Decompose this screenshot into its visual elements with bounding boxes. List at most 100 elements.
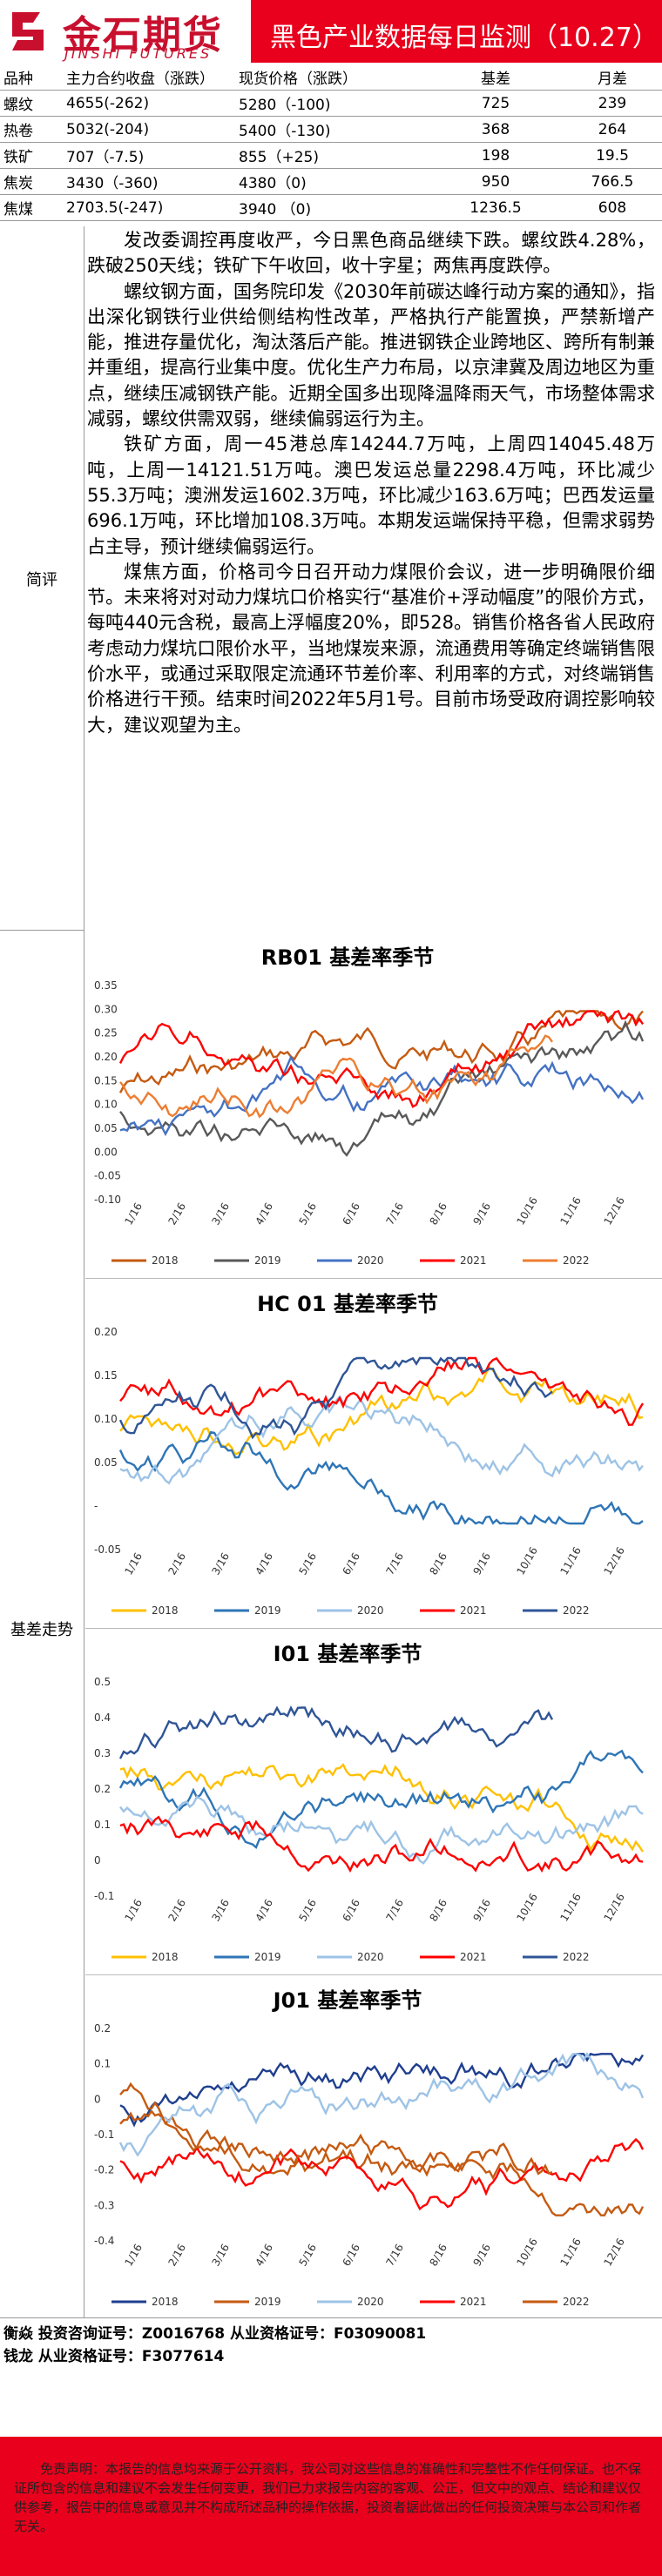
series-line <box>118 1749 644 1849</box>
x-tick-label: 4/16 <box>253 1897 275 1923</box>
x-tick-label: 11/16 <box>557 1195 583 1227</box>
x-tick-label: 9/16 <box>470 2242 493 2268</box>
x-tick-label: 7/16 <box>383 2242 406 2268</box>
x-tick-label: 6/16 <box>340 1201 362 1227</box>
table-cell: 368 <box>429 116 563 143</box>
series-line <box>118 1430 644 1525</box>
y-tick-label: -0.3 <box>94 2199 114 2211</box>
table-cell: 焦炭 <box>0 168 63 195</box>
x-tick-label: 7/16 <box>383 1897 406 1923</box>
logo-chinese-name: 金石期货 <box>63 13 223 57</box>
series-line <box>119 1366 644 1456</box>
report-title: 黑色产业数据每日监测（10.27） <box>270 23 659 53</box>
x-tick-label: 2/16 <box>166 2242 188 2268</box>
legend-label: 2019 <box>254 1951 281 1963</box>
logo-english-name: JINSHI FUTURES <box>64 45 213 62</box>
table-cell: 3430（-360) <box>63 168 235 195</box>
table-cell: 热卷 <box>0 116 63 143</box>
x-tick-label: 10/16 <box>514 2236 539 2269</box>
x-tick-label: 9/16 <box>470 1897 493 1923</box>
series-line <box>119 2109 645 2216</box>
series-line <box>119 1034 553 1119</box>
x-tick-label: 8/16 <box>427 1201 449 1227</box>
legend-label: 2022 <box>563 1254 590 1267</box>
series-line <box>119 2137 645 2211</box>
table-cell: 4380（0) <box>235 168 429 195</box>
y-tick-label: 0.05 <box>94 1456 118 1469</box>
y-tick-label: 0.25 <box>94 1027 118 1039</box>
commentary-paragraph: 煤焦方面，价格司今日召开动力煤限价会议，进一步明确限价细节。未来将对对动力煤坑口… <box>87 561 655 736</box>
legend-label: 2020 <box>357 1951 384 1963</box>
table-cell: 950 <box>429 168 563 195</box>
y-tick-label: -0.10 <box>94 1194 121 1206</box>
legend-label: 2018 <box>152 1604 179 1617</box>
x-tick-label: 6/16 <box>340 2242 362 2268</box>
x-tick-label: 11/16 <box>557 1545 583 1577</box>
x-tick-label: 5/16 <box>296 1201 319 1227</box>
series-line <box>118 2052 645 2157</box>
legend-label: 2019 <box>254 1604 281 1617</box>
table-cell: 725 <box>429 90 563 117</box>
y-tick-label: 0.1 <box>94 1819 111 1831</box>
x-tick-label: 12/16 <box>601 1892 626 1924</box>
chart-title: HC 01 基差率季节 <box>257 1292 438 1316</box>
column-header: 现货价格（涨跌） <box>235 64 429 91</box>
legend-label: 2021 <box>460 2296 487 2308</box>
y-tick-label: 0.15 <box>94 1369 118 1382</box>
commentary-paragraph: 铁矿方面，周一45港总库14244.7万吨，上周四14045.48万吨，上周一1… <box>87 434 655 557</box>
x-tick-label: 11/16 <box>557 2236 583 2269</box>
series-line <box>119 1763 644 1853</box>
x-tick-label: 3/16 <box>209 1201 232 1227</box>
chart-hc01: HC 01 基差率季节 0.20 0.15 0.10 0.05 - -0.05 1/16 2/1… <box>85 1280 662 1626</box>
table-cell: 766.5 <box>563 168 662 195</box>
chart-title: J01 基差率季节 <box>272 1988 422 2013</box>
x-tick-label: 3/16 <box>209 2242 232 2268</box>
legend-label: 2022 <box>563 1951 590 1963</box>
y-tick-label: -0.2 <box>94 2164 114 2176</box>
commentary-text: 发改委调控再度收严，今日黑色商品继续下跌。螺纹跌4.28%，跌破250天线；铁矿… <box>87 228 655 738</box>
table-cell: 1236.5 <box>429 194 563 221</box>
x-tick-label: 5/16 <box>296 2242 319 2268</box>
y-tick-label: 0.2 <box>94 1783 111 1795</box>
y-tick-label: 0.4 <box>94 1712 111 1724</box>
y-tick-label: 0.15 <box>94 1074 118 1086</box>
table-row: 热卷 5032(-204) 5400（-130) 368 264 <box>0 116 662 143</box>
x-tick-label: 9/16 <box>470 1201 493 1227</box>
x-tick-label: 10/16 <box>514 1195 539 1227</box>
legend-label: 2018 <box>152 1254 179 1267</box>
x-tick-label: 4/16 <box>253 2242 275 2268</box>
y-tick-label: 0.10 <box>94 1099 118 1111</box>
series-line <box>119 1356 645 1426</box>
y-tick-label: 0.1 <box>94 2058 111 2070</box>
commentary-label-cell: 简评 <box>0 226 84 931</box>
chart-j01: J01 基差率季节 0.2 0.1 0 -0.1 -0.2 -0.3 -0.4 1/16 2/16… <box>85 1976 662 2317</box>
x-tick-label: 12/16 <box>601 1195 626 1227</box>
y-tick-label: -0.05 <box>94 1544 121 1556</box>
table-cell: 2703.5(-247) <box>63 194 235 221</box>
chart-i01: I01 基差率季节 0.5 0.4 0.3 0.2 0.1 0 -0.1 1/16 2/16 3/1… <box>85 1630 662 1973</box>
disclaimer-text: 免责声明：本报告的信息均来源于公开资料，我公司对这些信息的准确性和完整性不作任何… <box>14 2461 642 2534</box>
legend-label: 2021 <box>460 1604 487 1617</box>
x-tick-label: 2/16 <box>166 1550 188 1577</box>
chart-divider <box>85 1628 662 1629</box>
x-tick-label: 4/16 <box>253 1201 275 1227</box>
series-line <box>119 1815 644 1873</box>
table-row: 铁矿 707（-7.5) 855（+25) 198 19.5 <box>0 142 662 169</box>
table-cell: 3940 （0) <box>235 194 429 221</box>
y-tick-label: 0 <box>94 2093 101 2105</box>
x-tick-label: 1/16 <box>122 1201 145 1227</box>
y-tick-label: 0 <box>94 1854 101 1866</box>
analyst-license-line: 钱龙 从业资格证号：F3077614 <box>3 2348 225 2365</box>
legend-label: 2018 <box>152 1951 179 1963</box>
series-line <box>118 1010 644 1093</box>
legend-label: 2022 <box>563 1604 590 1617</box>
y-tick-label: 0.35 <box>94 979 118 992</box>
legend-label: 2021 <box>460 1254 487 1267</box>
chart-divider <box>85 1278 662 1279</box>
basis-label: 基差走势 <box>10 1621 73 1639</box>
y-tick-label: -0.1 <box>94 1890 114 1902</box>
basis-label-cell: 基差走势 <box>0 930 84 2317</box>
table-cell: 5280（-100) <box>235 90 429 117</box>
series-line <box>119 1795 644 1865</box>
x-tick-label: 5/16 <box>296 1897 319 1923</box>
